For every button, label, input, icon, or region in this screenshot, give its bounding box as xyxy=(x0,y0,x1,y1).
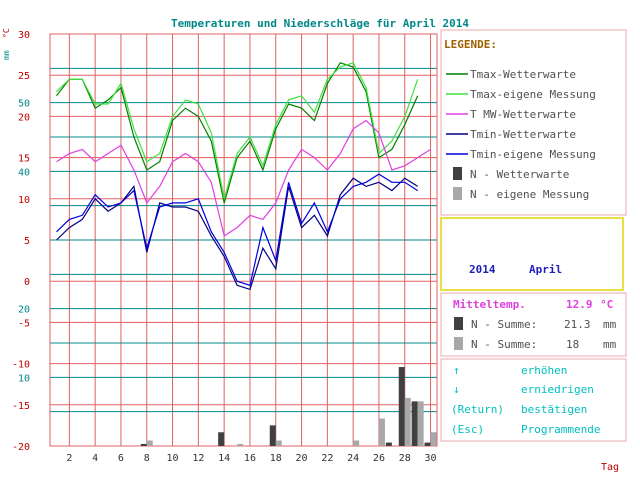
mean-temp-unit: °C xyxy=(600,298,613,311)
precip-tick-label: 10 xyxy=(18,373,30,384)
precip-bar xyxy=(378,418,385,446)
x-tick-label: 10 xyxy=(167,453,179,464)
x-tick-label: 12 xyxy=(192,453,204,464)
temp-tick-label: -10 xyxy=(12,360,30,371)
control-return-action[interactable]: bestätigen xyxy=(521,403,587,416)
temp-tick-label: 0 xyxy=(24,277,30,288)
temp-tick-label: 20 xyxy=(18,112,30,123)
plot-frame xyxy=(49,33,438,447)
x-tick-label: 16 xyxy=(244,453,256,464)
period-panel: 2014 April xyxy=(440,217,624,291)
x-tick-label: 24 xyxy=(347,453,359,464)
legend-title: LEGENDE: xyxy=(444,38,497,51)
legend-label: N - eigene Messung xyxy=(470,188,589,201)
temp-tick-label: -15 xyxy=(12,401,30,412)
control-esc-action[interactable]: Programmende xyxy=(521,423,600,436)
precip-bar xyxy=(424,442,431,446)
precip-bar xyxy=(404,397,411,446)
x-tick-label: 4 xyxy=(92,453,98,464)
x-tick-label: 6 xyxy=(118,453,124,464)
sum2-value: 18 xyxy=(566,338,579,351)
legend-swatch-bar xyxy=(453,187,462,200)
series-line xyxy=(56,62,419,199)
temp-tick-label: 30 xyxy=(18,30,30,41)
precip-bar xyxy=(269,425,276,446)
precip-bars xyxy=(140,367,437,446)
controls-panel: ↑ erhöhen ↓ erniedrigen (Return) bestäti… xyxy=(440,358,627,442)
precip-bar xyxy=(237,443,244,446)
legend-swatch-bar xyxy=(453,167,462,180)
legend-label: T MW-Wetterwarte xyxy=(470,108,576,121)
precip-bar xyxy=(218,432,225,446)
temp-lines xyxy=(56,62,431,291)
precip-bar xyxy=(398,367,405,446)
control-down-key[interactable]: ↓ xyxy=(453,383,460,396)
legend-panel: LEGENDE: Tmax-Wetterwarte Tmax-eigene Mes… xyxy=(440,29,627,216)
x-tick-label: 8 xyxy=(144,453,150,464)
control-up-key[interactable]: ↑ xyxy=(453,364,460,377)
sum1-swatch xyxy=(454,317,463,330)
x-tick-label: 28 xyxy=(399,453,411,464)
control-esc-key[interactable]: (Esc) xyxy=(451,423,484,436)
period-year: 2014 xyxy=(469,263,496,276)
x-axis-label: Tag xyxy=(601,462,619,473)
sum1-unit: mm xyxy=(603,318,617,331)
control-up-action[interactable]: erhöhen xyxy=(521,364,567,377)
precip-bar xyxy=(430,432,437,446)
temp-tick-label: 10 xyxy=(18,195,30,206)
temp-tick-label: -20 xyxy=(12,442,30,453)
mean-temp-value: 12.9 xyxy=(566,298,593,311)
unit-mm-label: mm xyxy=(2,50,11,60)
precip-bar xyxy=(146,440,153,446)
legend-label: Tmin-Wetterwarte xyxy=(470,128,576,141)
precip-tick-label: 40 xyxy=(18,167,30,178)
mean-temp-label: Mitteltemp. xyxy=(453,298,526,311)
series-line xyxy=(56,173,419,287)
x-tick-label: 30 xyxy=(425,453,437,464)
x-tick-label: 18 xyxy=(270,453,282,464)
sum1-label: N - Summe: xyxy=(471,318,537,331)
x-tick-label: 20 xyxy=(296,453,308,464)
precip-bar xyxy=(385,442,392,446)
precip-bar xyxy=(353,440,360,446)
x-tick-label: 2 xyxy=(66,453,72,464)
legend-label: N - Wetterwarte xyxy=(470,168,569,181)
legend-items: Tmax-Wetterwarte Tmax-eigene Messung T MW-… xyxy=(446,68,596,201)
precip-bar xyxy=(140,443,147,446)
sum1-value: 21.3 xyxy=(564,318,591,331)
precip-bar xyxy=(275,440,282,446)
sum2-unit: mm xyxy=(603,338,617,351)
precip-tick-label: 50 xyxy=(18,99,30,110)
sum2-label: N - Summe: xyxy=(471,338,537,351)
chart-title: Temperaturen und Niederschläge für April… xyxy=(171,17,469,30)
stats-panel: Mitteltemp. 12.9 °C N - Summe: 21.3 mm N… xyxy=(440,292,627,357)
control-return-key[interactable]: (Return) xyxy=(451,403,504,416)
unit-c-label: °C xyxy=(2,28,11,38)
legend-label: Tmax-eigene Messung xyxy=(470,88,596,101)
temp-tick-label: -5 xyxy=(18,318,30,329)
temp-tick-label: 15 xyxy=(18,154,30,165)
x-tick-label: 22 xyxy=(321,453,333,464)
x-tick-label: 26 xyxy=(373,453,385,464)
precip-tick-label: 20 xyxy=(18,305,30,316)
sum2-swatch xyxy=(454,337,463,350)
temp-tick-label: 5 xyxy=(24,236,30,247)
plot-grid xyxy=(49,33,438,447)
series-line xyxy=(56,177,419,291)
x-tick-label: 14 xyxy=(218,453,230,464)
precip-bar xyxy=(411,401,418,446)
legend-label: Tmax-Wetterwarte xyxy=(470,68,576,81)
control-down-action[interactable]: erniedrigen xyxy=(521,383,594,396)
temp-tick-label: 25 xyxy=(18,71,30,82)
period-month: April xyxy=(529,263,562,276)
legend-label: Tmin-eigene Messung xyxy=(470,148,596,161)
series-line xyxy=(56,119,431,237)
precip-bar xyxy=(417,401,424,446)
series-line xyxy=(56,62,419,204)
x-ticks: 2 4 6 8 10 12 14 16 18 20 22 24 26 28 30 xyxy=(66,453,436,464)
